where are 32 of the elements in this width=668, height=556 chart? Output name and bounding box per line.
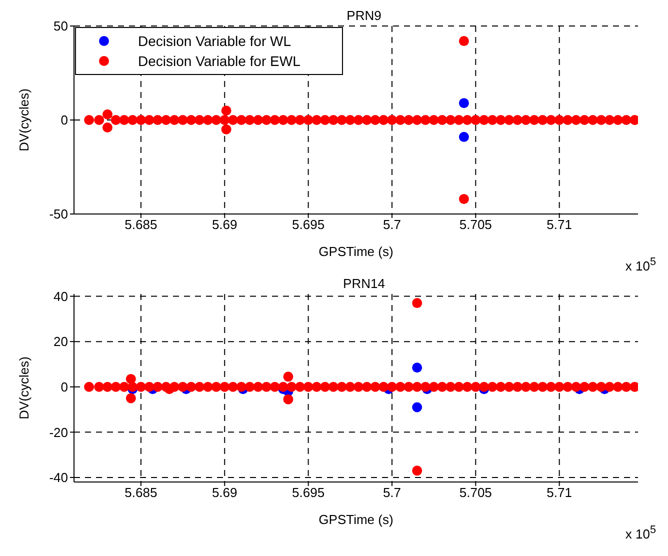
- x-axis-title: GPSTime (s): [318, 244, 394, 259]
- x-tick-label: 5.685: [124, 485, 158, 500]
- x-axis-title: GPSTime (s): [318, 512, 394, 527]
- x-tick-label: 5.71: [546, 217, 572, 232]
- y-axis-title: DV(cycles): [16, 356, 32, 420]
- legend-label: Decision Variable for EWL: [138, 53, 300, 69]
- legend-label: Decision Variable for WL: [138, 33, 292, 49]
- chart-title: PRN14: [343, 276, 385, 291]
- y-tick-label: 0: [60, 112, 68, 128]
- x-tick-label: 5.705: [459, 485, 492, 500]
- x-tick-label: 5.7: [382, 217, 402, 232]
- y-tick-label: -40: [49, 470, 68, 486]
- y-axis-title: DV(cycles): [16, 88, 32, 152]
- x-tick-label: 5.69: [212, 485, 238, 500]
- text: x 10$^{5}$: [625, 254, 656, 274]
- y-tick-label: -20: [49, 424, 68, 440]
- chart-title: PRN9: [346, 8, 382, 23]
- y-tick-label: 20: [54, 334, 68, 350]
- text: x 10$^{5}$: [625, 522, 656, 542]
- x-tick-label: 5.695: [292, 217, 325, 232]
- y-tick-label: -50: [49, 206, 68, 222]
- y-tick-label: 50: [54, 18, 68, 34]
- y-tick-label: 40: [54, 288, 68, 304]
- x-tick-label: 5.7: [382, 485, 402, 500]
- y-tick-label: 0: [60, 379, 68, 394]
- point: [412, 402, 422, 412]
- x-tick-label: 5.695: [292, 485, 325, 500]
- x-tick-label: 5.685: [124, 217, 158, 232]
- x-tick-label: 5.71: [546, 485, 572, 500]
- point: [412, 362, 422, 373]
- x-tick-label: 5.705: [459, 217, 492, 232]
- x-tick-label: 5.69: [212, 217, 238, 232]
